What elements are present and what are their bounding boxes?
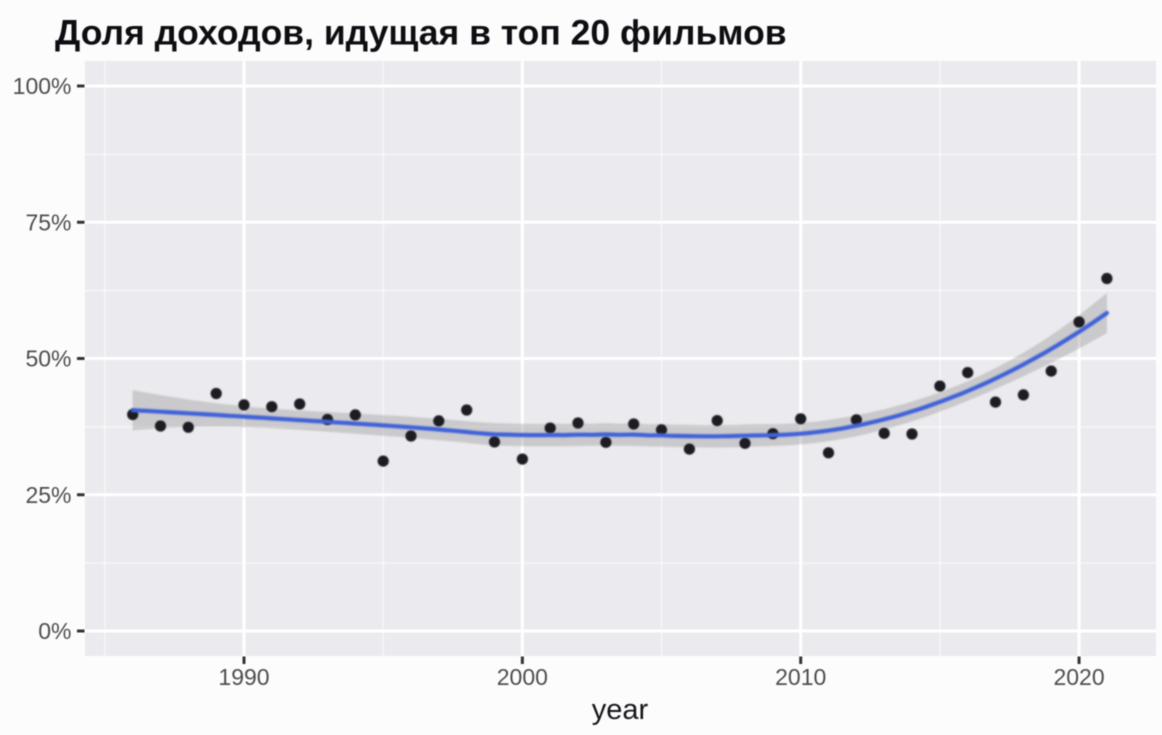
svg-text:1990: 1990 xyxy=(218,664,269,690)
svg-text:2010: 2010 xyxy=(775,664,826,690)
svg-text:25%: 25% xyxy=(25,482,71,508)
svg-text:2000: 2000 xyxy=(497,664,548,690)
svg-text:75%: 75% xyxy=(25,209,71,235)
svg-text:2020: 2020 xyxy=(1053,664,1104,690)
svg-text:year: year xyxy=(592,694,649,726)
svg-text:100%: 100% xyxy=(13,73,72,99)
svg-text:Доля доходов, идущая в топ 20: Доля доходов, идущая в топ 20 фильмов xyxy=(55,13,787,53)
svg-text:0%: 0% xyxy=(38,618,71,644)
svg-text:50%: 50% xyxy=(25,346,71,372)
